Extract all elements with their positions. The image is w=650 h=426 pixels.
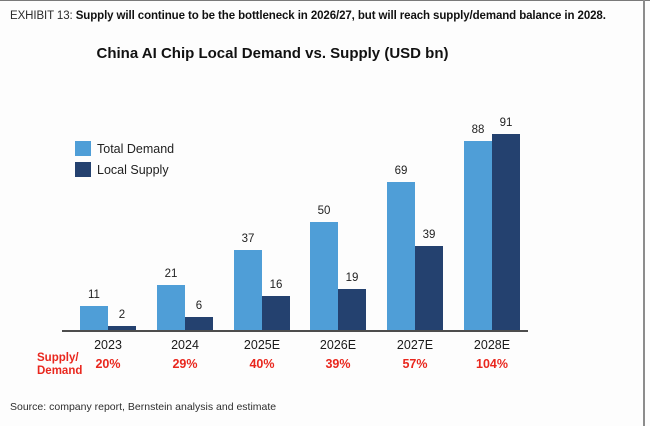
ratio-value-2026e: 39%: [325, 357, 351, 371]
bar-total-demand-2026e: [310, 222, 338, 330]
total-demand-swatch-icon: [75, 141, 91, 156]
bar-value-label-total-demand-2023: 11: [88, 289, 100, 301]
ratio-value-2028e: 104%: [476, 357, 508, 371]
bar-value-label-total-demand-2024: 21: [164, 268, 178, 280]
legend-item-local-supply: Local Supply: [75, 159, 174, 180]
bar-total-demand-2024: [157, 285, 185, 330]
bar-total-demand-2023: [80, 306, 108, 330]
bar-total-demand-2025e: [234, 250, 262, 330]
x-axis-label-2025e: 2025E: [243, 338, 281, 352]
ratio-row-label: Supply/ Demand: [37, 352, 82, 378]
bar-value-label-total-demand-2027e: 69: [394, 165, 408, 177]
ratio-row-label-line2: Demand: [37, 365, 83, 377]
chart-legend: Total Demand Local Supply: [75, 138, 174, 180]
exhibit-header: EXHIBIT 13: Supply will continue to be t…: [10, 9, 620, 23]
bar-value-label-local-supply-2027e: 39: [422, 229, 436, 241]
bar-value-label-local-supply-2024: 6: [195, 300, 203, 312]
bar-value-label-local-supply-2026e: 19: [345, 272, 359, 284]
bar-local-supply-2024: [185, 317, 213, 330]
x-axis-line: [62, 330, 528, 332]
bar-total-demand-2027e: [387, 182, 415, 330]
bar-value-label-total-demand-2026e: 50: [317, 205, 331, 217]
exhibit-headline: Supply will continue to be the bottlenec…: [75, 10, 606, 22]
bar-local-supply-2027e: [415, 246, 443, 330]
x-axis-label-2023: 2023: [94, 338, 122, 352]
x-axis-label-2024: 2024: [171, 338, 199, 352]
bar-local-supply-2023: [108, 326, 136, 330]
legend-label-total-demand: Total Demand: [97, 141, 175, 156]
exhibit-number-label: EXHIBIT 13:: [10, 10, 73, 22]
ratio-value-2023: 20%: [95, 357, 121, 371]
bar-value-label-total-demand-2025e: 37: [241, 233, 255, 245]
ratio-value-2024: 29%: [172, 357, 198, 371]
bar-local-supply-2025e: [262, 296, 290, 330]
legend-item-total-demand: Total Demand: [75, 138, 174, 159]
bar-local-supply-2028e: [492, 134, 520, 330]
bar-value-label-local-supply-2025e: 16: [269, 279, 283, 291]
bar-local-supply-2026e: [338, 289, 366, 330]
page-right-border: [643, 0, 645, 426]
bar-value-label-local-supply-2023: 2: [118, 309, 126, 321]
x-axis-label-2027e: 2027E: [396, 338, 434, 352]
bar-value-label-total-demand-2028e: 88: [471, 124, 485, 136]
bar-value-label-local-supply-2028e: 91: [499, 117, 513, 129]
ratio-row-label-line1: Supply/: [37, 352, 79, 364]
bar-total-demand-2028e: [464, 141, 492, 330]
local-supply-swatch-icon: [75, 162, 91, 177]
ratio-value-2027e: 57%: [402, 357, 428, 371]
legend-label-local-supply: Local Supply: [97, 162, 169, 177]
source-note: Source: company report, Bernstein analys…: [10, 401, 277, 413]
ratio-value-2025e: 40%: [249, 357, 275, 371]
x-axis-label-2026e: 2026E: [319, 338, 357, 352]
x-axis-label-2028e: 2028E: [473, 338, 511, 352]
chart-title: China AI Chip Local Demand vs. Supply (U…: [96, 45, 449, 62]
top-rule: [0, 0, 650, 1]
